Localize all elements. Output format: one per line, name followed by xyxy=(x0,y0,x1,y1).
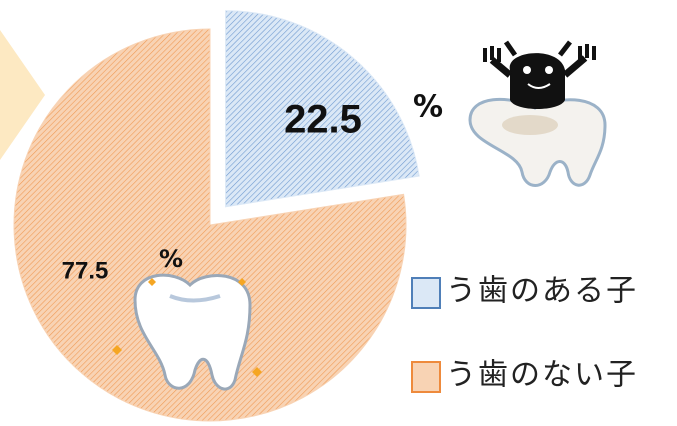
unit-label: % xyxy=(159,245,183,273)
unit-label: % xyxy=(413,90,443,125)
legend-swatch xyxy=(412,278,440,308)
value-label: 77.5 xyxy=(62,257,109,284)
value-label: 22.5 xyxy=(284,98,362,142)
legend-label: う歯のない子 xyxy=(446,358,638,393)
cavity-icon xyxy=(470,42,605,186)
chart: 22.5 % 77.5 % う歯のある子う歯のない子 xyxy=(0,0,677,426)
page: {"chart_data": {"type": "pie", "categori… xyxy=(0,0,677,426)
legend-label: う歯のある子 xyxy=(446,274,638,309)
legend-swatch xyxy=(412,362,440,392)
